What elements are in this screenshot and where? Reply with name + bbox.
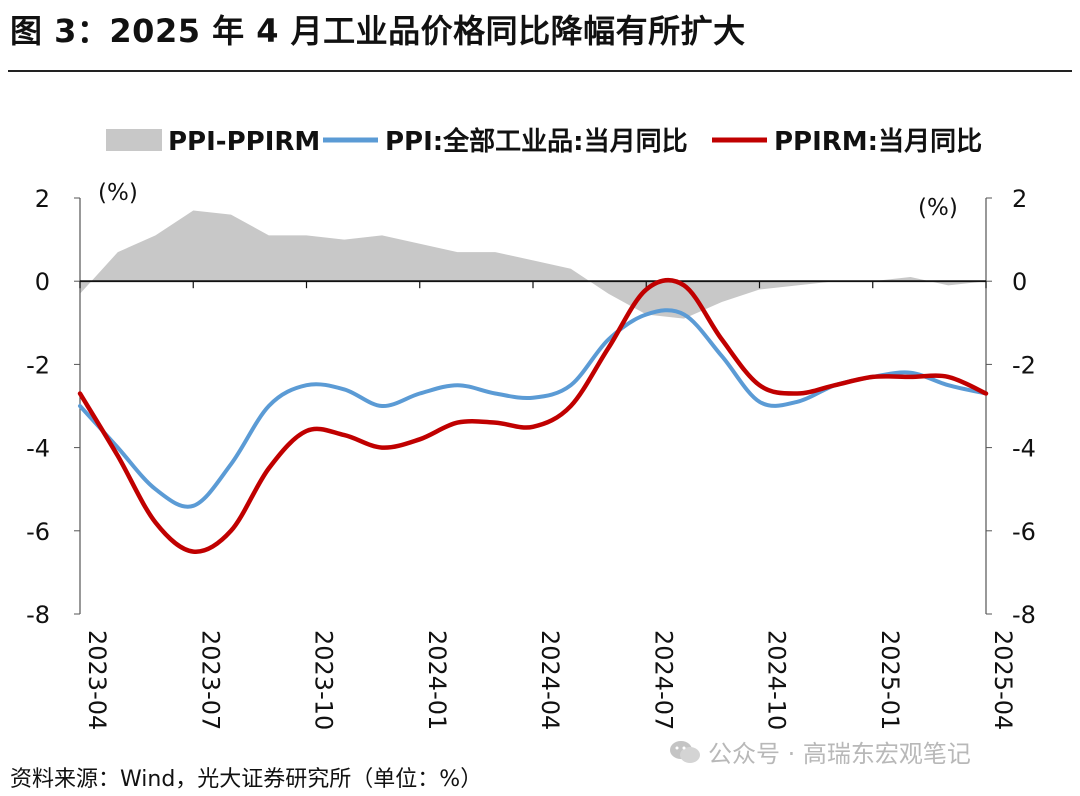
y-tick-label-right: 2 <box>1012 185 1027 213</box>
legend-label: PPI:全部工业品:当月同比 <box>385 126 688 157</box>
x-tick-label: 2024-01 <box>423 630 451 730</box>
y-tick-label-left: -8 <box>26 601 50 629</box>
area-layer <box>80 210 986 319</box>
wechat-icon <box>668 740 702 764</box>
x-tick-label: 2024-07 <box>649 630 677 730</box>
area-series-ppi-ppirm <box>80 210 986 319</box>
x-tick-label: 2023-10 <box>310 630 338 730</box>
y-tick-label-right: 0 <box>1012 268 1027 296</box>
y-tick-label-left: -4 <box>26 435 50 463</box>
x-tick-label: 2024-10 <box>763 630 791 730</box>
x-tick-label: 2023-04 <box>83 630 111 730</box>
y-tick-label-right: -8 <box>1012 601 1036 629</box>
line-chart: PPI-PPIRM PPI:全部工业品:当月同比 PPIRM:当月同比 2 2 0 0 -2… <box>26 126 1036 730</box>
axis-labels: 2 2 0 0 -2 -2 -4 -4 -6 -6 -8 -8 (%) (%) 2023-04 2023-07… <box>26 180 1036 730</box>
y-tick-label-right: -4 <box>1012 435 1036 463</box>
watermark: 公众号 · 高瑞东宏观笔记 <box>668 734 971 769</box>
legend-swatch-area <box>106 129 162 151</box>
legend-label: PPI-PPIRM <box>168 127 320 157</box>
legend-label: PPIRM:当月同比 <box>774 127 982 157</box>
y-tick-label-left: 2 <box>35 185 50 213</box>
x-tick-label: 2025-04 <box>989 630 1017 730</box>
series-line-ppirm <box>77 278 989 554</box>
y-tick-label-left: -2 <box>26 351 50 379</box>
x-tick-label: 2025-01 <box>876 630 904 730</box>
series-line-ppi <box>78 308 988 509</box>
unit-label-left: (%) <box>98 180 138 206</box>
y-tick-label-left: -6 <box>26 518 50 546</box>
unit-label-right: (%) <box>918 195 958 221</box>
source-note: 资料来源：Wind，光大证券研究所（单位：%） <box>10 767 483 792</box>
x-tick-label: 2024-04 <box>536 630 564 730</box>
y-tick-label-left: 0 <box>35 268 50 296</box>
figure-title: 图 3：2025 年 4 月工业品价格同比降幅有所扩大 <box>10 12 746 50</box>
y-tick-label-right: -6 <box>1012 518 1036 546</box>
y-tick-label-right: -2 <box>1012 351 1036 379</box>
series-lines <box>77 278 989 554</box>
title-divider <box>8 70 1072 72</box>
legend: PPI-PPIRM PPI:全部工业品:当月同比 PPIRM:当月同比 <box>106 126 982 157</box>
x-tick-label: 2023-07 <box>196 630 224 730</box>
watermark-text: 公众号 · 高瑞东宏观笔记 <box>708 740 971 768</box>
